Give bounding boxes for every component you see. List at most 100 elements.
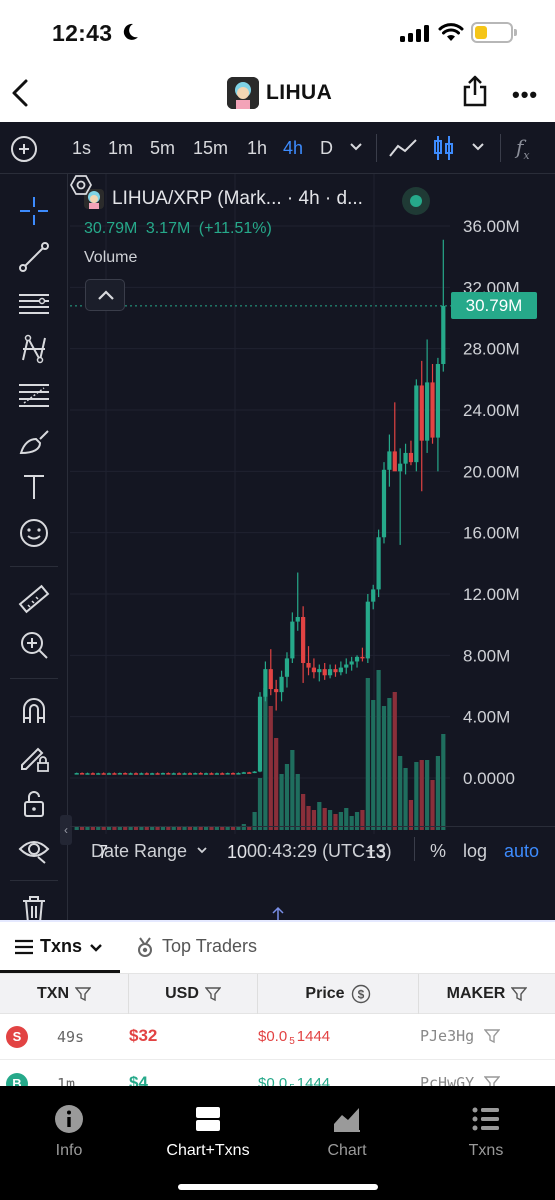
tab-txns[interactable]: Txns [14,936,104,957]
timeframe-1m[interactable]: 1m [108,138,134,158]
line-chart-icon[interactable] [388,136,418,160]
nav-chart[interactable]: Chart [287,1104,407,1160]
drawing-tools-sidebar [0,174,68,920]
fib-icon[interactable] [17,378,51,412]
column-header-txn[interactable]: TXN [0,974,128,1014]
candle [425,382,430,441]
text-icon[interactable] [17,470,51,504]
column-header-maker[interactable]: MAKER [419,974,555,1014]
table-row[interactable]: S 49s $32 $0.0 5 1444 PJe3Hg [0,1014,555,1060]
volume-bar [354,812,360,830]
timeframe-1h[interactable]: 1h [247,138,268,158]
sidebar-collapse-tab[interactable]: ‹ [60,815,72,845]
app-header: LIHUA ••• [0,66,555,122]
candle [198,773,203,775]
timeframe-4h[interactable]: 4h [283,138,304,158]
volume-bar [133,827,139,830]
trash-icon[interactable] [17,892,51,920]
status-bar: 12:43 [0,0,555,66]
token-name: LIHUA [266,81,333,104]
pattern-icon[interactable] [17,332,51,366]
volume-bar [198,827,203,830]
column-header-usd[interactable]: USD [129,974,257,1014]
lock-pencil-icon[interactable] [17,740,51,774]
trend-line-icon[interactable] [17,240,51,274]
zoom-in-icon[interactable] [17,628,51,662]
volume-bar [144,827,149,830]
volume-bar [236,827,241,830]
volume-bar [241,824,246,830]
ruler-icon[interactable] [17,582,51,616]
candlestick-type-icon[interactable] [433,135,455,161]
auto-scale-toggle[interactable]: auto [504,841,540,861]
volume-bar [263,688,268,830]
timeframe-d[interactable]: D [320,138,333,158]
candle [360,656,365,659]
nav-info[interactable]: Info [9,1104,129,1160]
unlock-icon[interactable] [17,786,51,820]
log-scale-toggle[interactable]: log [463,841,488,861]
back-chevron-icon[interactable] [8,76,32,110]
percent-scale-toggle[interactable]: % [430,841,447,861]
cellular-signal-icon [400,24,429,42]
volume-bar [106,827,112,830]
do-not-disturb-moon-icon [123,23,138,40]
filter-icon[interactable] [75,986,91,1002]
candle [257,696,263,772]
tools-divider [10,678,58,679]
candle [268,669,273,690]
indicators-fx-icon[interactable]: fx [516,135,530,162]
nav-txns-label: Txns [468,1142,504,1159]
eye-icon[interactable] [17,832,51,866]
volume-bar [398,756,403,830]
nav-chart-txns[interactable]: Chart+Txns [148,1104,268,1160]
home-indicator [178,1184,378,1190]
horizontal-lines-icon[interactable] [17,286,51,320]
candle [408,452,414,463]
crosshair-icon[interactable] [17,194,51,228]
column-header-price[interactable]: Price $ [258,974,418,1014]
candle [166,773,171,775]
date-range-button[interactable]: Date Range [91,841,188,861]
timeframe-5m[interactable]: 5m [150,138,176,158]
volume-bar [155,827,160,830]
magnet-icon[interactable] [17,694,51,728]
txn-age: 49s [57,1028,85,1046]
more-options-icon[interactable]: ••• [512,82,539,107]
chevron-down-icon[interactable] [195,843,209,857]
add-indicator-icon[interactable] [11,136,37,162]
legend-collapse-button[interactable] [85,279,125,311]
txn-maker[interactable]: PJe3Hg [420,1027,501,1045]
chart-type-chevron-down-icon[interactable] [470,138,486,154]
timeframe-chevron-down-icon[interactable] [348,138,364,154]
volume-bar [284,764,290,830]
share-icon[interactable] [462,74,488,108]
emoji-icon[interactable] [17,516,51,550]
timeframe-15m[interactable]: 15m [193,138,229,158]
price-chart[interactable]: 36.00M 32.00M 28.00M 24.00M 20.00M 16.00M 12.0… [70,174,555,920]
medal-icon [138,936,152,957]
volume-bar [177,827,182,830]
candle [376,537,381,590]
nav-txns[interactable]: Txns [426,1104,546,1160]
filter-icon[interactable] [204,986,221,1002]
volume-bar [306,806,311,830]
filter-icon[interactable] [484,1028,501,1044]
brush-icon[interactable] [17,424,51,458]
filter-icon[interactable] [511,986,528,1002]
volume-bar [225,827,230,830]
tab-top-traders-label: Top Traders [162,936,258,956]
status-time: 12:43 [52,20,113,46]
candle [214,773,219,775]
chart-settings-icon[interactable] [70,174,92,196]
tab-top-traders[interactable]: Top Traders [136,936,257,957]
candle [274,689,279,693]
candle [74,773,79,775]
volume-bar [117,827,122,830]
dollar-circle-icon[interactable]: $ [351,984,371,1004]
candle [236,773,241,775]
candle [79,773,85,775]
volume-bar [425,760,430,830]
timeframe-1s[interactable]: 1s [72,138,92,158]
active-tab-indicator [0,970,120,973]
